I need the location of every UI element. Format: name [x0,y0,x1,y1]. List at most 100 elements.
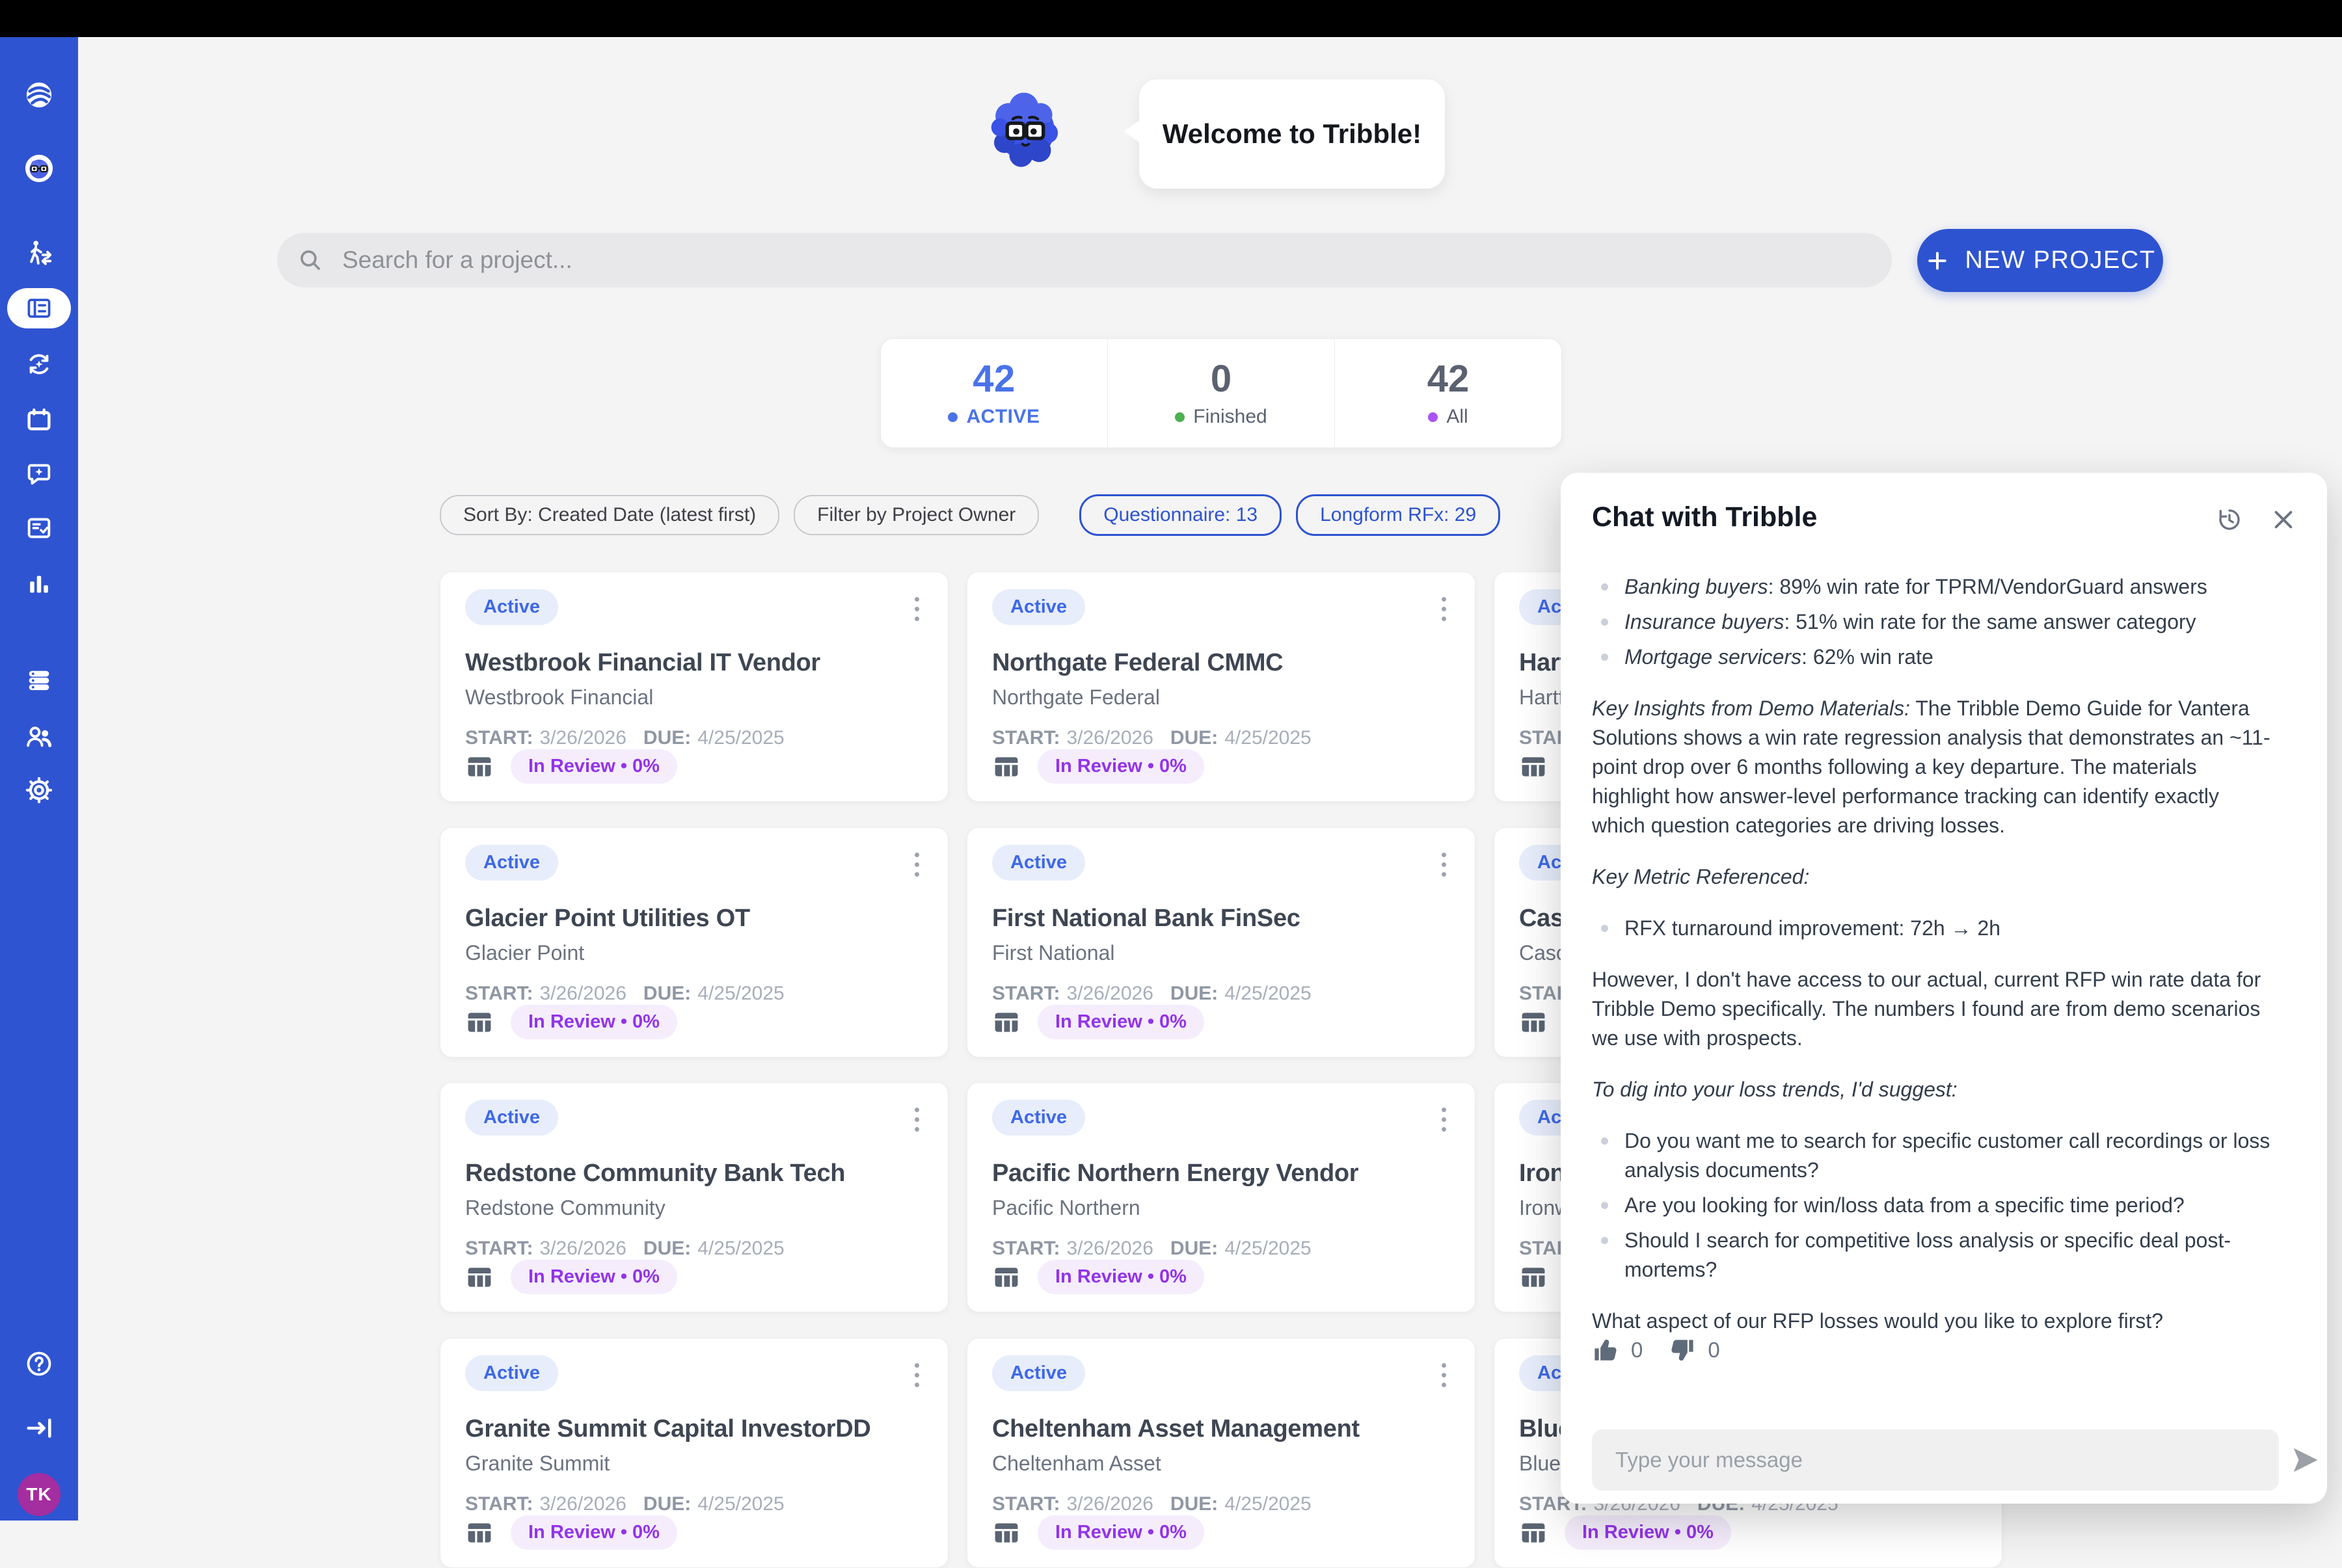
kebab-menu-icon[interactable] [1429,1101,1458,1137]
table-icon [465,1519,494,1547]
table-icon [465,1008,494,1037]
status-badge: Active [992,589,1086,625]
kebab-menu-icon[interactable] [902,1357,931,1393]
table-icon [1519,1263,1548,1292]
project-search [277,233,1892,287]
user-avatar[interactable]: TK [18,1473,61,1516]
chat-paragraph: To dig into your loss trends, I'd sugges… [1592,1078,1958,1101]
sidebar-gear-icon[interactable] [23,775,55,806]
project-title: Cheltenham Asset Management [992,1415,1360,1442]
filter-chip-0[interactable]: Sort By: Created Date (latest first) [440,495,780,535]
kebab-menu-icon[interactable] [902,1101,931,1137]
project-card[interactable]: Active Granite Summit Capital InvestorDD G… [440,1338,949,1568]
chat-history-icon[interactable] [2214,504,2245,535]
status-badge: Active [465,589,559,625]
chat-message: Banking buyers: 89% win rate for TPRM/Ve… [1592,564,2272,1338]
sidebar-mascot-avatar-icon[interactable] [23,153,55,184]
filter-chip-2[interactable]: Questionnaire: 13 [1079,494,1282,536]
sidebar-sign-out-icon[interactable] [23,1413,55,1444]
sidebar-calendar-icon[interactable] [23,405,55,436]
project-title: Redstone Community Bank Tech [465,1160,846,1187]
stat-dot-icon [1175,412,1185,422]
filter-chip-1[interactable]: Filter by Project Owner [794,495,1040,535]
table-icon [465,752,494,781]
table-icon [465,1263,494,1292]
new-project-button[interactable]: NEW PROJECT [1917,229,2163,292]
table-icon [992,752,1021,781]
filter-chip-3[interactable]: Longform RFx: 29 [1296,494,1501,536]
sidebar-sync-sparkle-icon[interactable] [23,349,55,380]
project-client: Granite Summit [465,1452,610,1475]
stat-dot-icon [948,412,958,422]
sidebar-stack-icon[interactable] [23,665,55,696]
chat-paragraph: What aspect of our RFP losses would you … [1592,1309,2164,1333]
kebab-menu-icon[interactable] [1429,846,1458,883]
project-client: Glacier Point [465,941,585,964]
project-card[interactable]: Active First National Bank FinSec First Na… [967,827,1475,1057]
project-client: Casc [1519,941,1567,964]
chat-paragraph: However, I don't have access to our actu… [1592,968,2261,1050]
chat-message-input[interactable] [1614,1447,2257,1473]
close-icon[interactable] [2268,504,2299,535]
project-card[interactable]: Active Cheltenham Asset Management Chelten… [967,1338,1475,1568]
sidebar-item-projects-active[interactable] [7,288,71,328]
review-progress-badge: In Review • 0% [511,1005,677,1039]
status-badge: Active [465,845,559,881]
thumbs-down-icon[interactable] [1669,1336,1696,1364]
chat-panel: Chat with Tribble Banking buyers: 89% wi… [1561,473,2327,1504]
review-progress-badge: In Review • 0% [1038,749,1204,784]
project-client: Northgate Federal [992,685,1160,709]
stat-finished[interactable]: 0 Finished [1107,339,1334,447]
project-title: Glacier Point Utilities OT [465,905,750,932]
sidebar-chat-sparkle-icon[interactable] [23,458,55,490]
sidebar-checklist-icon[interactable] [23,512,55,544]
kebab-menu-icon[interactable] [902,846,931,883]
project-title: Granite Summit Capital InvestorDD [465,1415,871,1442]
thumbs-down-count: 0 [1708,1338,1720,1362]
project-card[interactable]: Active Pacific Northern Energy Vendor Paci… [967,1082,1475,1312]
project-title: First National Bank FinSec [992,905,1300,932]
table-icon [1519,1008,1548,1037]
kebab-menu-icon[interactable] [902,591,931,627]
sidebar-help-icon[interactable] [23,1348,55,1379]
thumbs-up-count: 0 [1631,1338,1643,1362]
send-icon[interactable] [2288,1443,2322,1477]
project-card[interactable]: Active Westbrook Financial IT Vendor Westb… [440,572,949,802]
project-client: Hartf [1519,685,1565,709]
project-card[interactable]: Active Redstone Community Bank Tech Redsto… [440,1082,949,1312]
stat-value: 42 [973,357,1016,400]
top-bar [0,0,2342,37]
project-title: Hart [1519,649,1568,676]
chat-bullet-item: Banking buyers: 89% win rate for TPRM/Ve… [1592,572,2272,602]
kebab-menu-icon[interactable] [1429,1357,1458,1393]
search-input[interactable] [341,246,1872,274]
stat-active[interactable]: 42 ACTIVE [881,339,1107,447]
review-progress-badge: In Review • 0% [511,749,677,784]
chat-paragraph: Key Insights from Demo Materials: The Tr… [1592,697,2270,837]
project-title: Northgate Federal CMMC [992,649,1284,676]
welcome-bubble: Welcome to Tribble! [1124,79,1445,189]
project-card[interactable]: Active Glacier Point Utilities OT Glacier … [440,827,949,1057]
table-icon [1519,752,1548,781]
stat-all[interactable]: 42 All [1334,339,1561,447]
plus-icon [1928,251,1947,270]
kebab-menu-icon[interactable] [1429,591,1458,627]
stat-value: 0 [1210,357,1232,400]
table-icon [992,1519,1021,1547]
sidebar-bar-chart-icon[interactable] [23,568,55,600]
project-card[interactable]: Active Northgate Federal CMMC Northgate Fe… [967,572,1475,802]
chat-bullet-list: Do you want me to search for specific cu… [1592,1126,2272,1284]
sidebar-walking-handoff-icon[interactable] [23,237,55,269]
sidebar-people-icon[interactable] [23,721,55,752]
search-icon [301,250,320,270]
chat-bullet-item: Should I search for competitive loss ana… [1592,1226,2272,1284]
chat-bullet-item: RFX turnaround improvement: 72h → 2h [1592,914,2272,943]
sidebar-nav: TK [0,37,78,1521]
thumbs-up-icon[interactable] [1592,1336,1619,1364]
project-client: First National [992,941,1115,964]
status-badge: Active [992,1355,1086,1391]
